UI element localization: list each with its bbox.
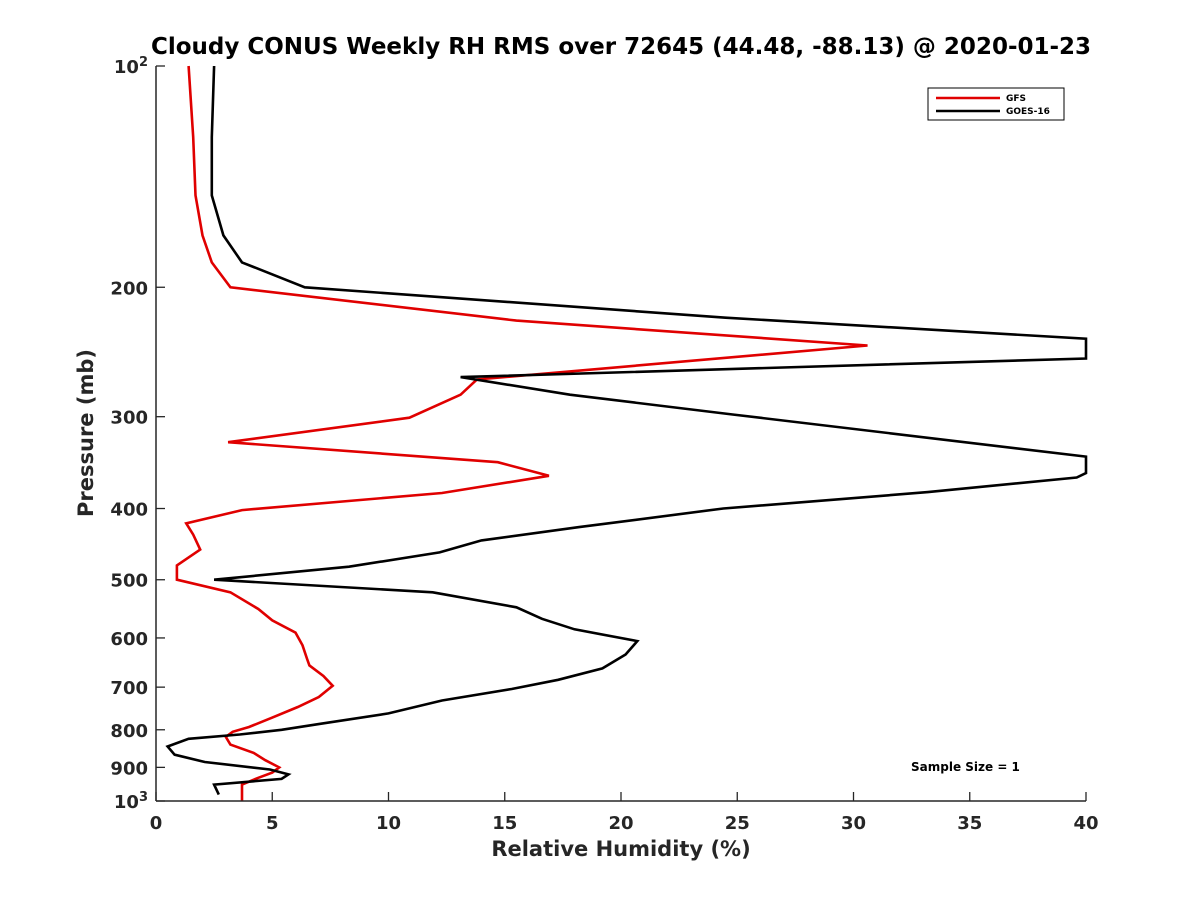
y-tick-label: 400 [110,500,148,521]
y-tick-label: 600 [110,629,148,650]
legend: GFS GOES-16 [927,87,1065,121]
y-tick-label: 800 [110,721,148,742]
y-tick-label: 300 [110,408,148,429]
legend-label-gfs: GFS [1006,94,1026,104]
chart-title: Cloudy CONUS Weekly RH RMS over 72645 (4… [151,34,1091,60]
plot-area [156,66,1086,801]
x-tick-label: 15 [492,813,517,834]
x-tick-label: 25 [725,813,750,834]
y-tick-label: 900 [110,758,148,779]
x-axis-label: Relative Humidity (%) [491,837,750,861]
y-tick-label: 102 [114,55,148,78]
legend-label-goes-16: GOES-16 [1006,107,1050,117]
x-tick-label: 30 [841,813,866,834]
x-tick-label: 5 [266,813,279,834]
y-tick-label: 200 [110,278,148,299]
series-line-goes-16 [165,65,1088,796]
series-line-gfs [175,65,868,801]
x-tick-label: 20 [608,813,633,834]
y-tick-label: 700 [110,678,148,699]
x-ticks: 0 5 10 15 20 25 30 35 40 [150,792,1099,834]
x-tick-label: 10 [376,813,401,834]
y-axis-label: Pressure (mb) [74,349,98,517]
x-tick-label: 40 [1073,813,1098,834]
y-ticks: 102 200 300 400 500 600 700 800 900 103 [110,55,165,813]
sample-size-annotation: Sample Size = 1 [911,760,1020,774]
y-tick-label: 103 [114,790,148,813]
x-tick-label: 35 [957,813,982,834]
legend-box [927,87,1065,121]
x-tick-label: 0 [150,813,163,834]
y-tick-label: 500 [110,571,148,592]
series-layer [165,65,1088,801]
